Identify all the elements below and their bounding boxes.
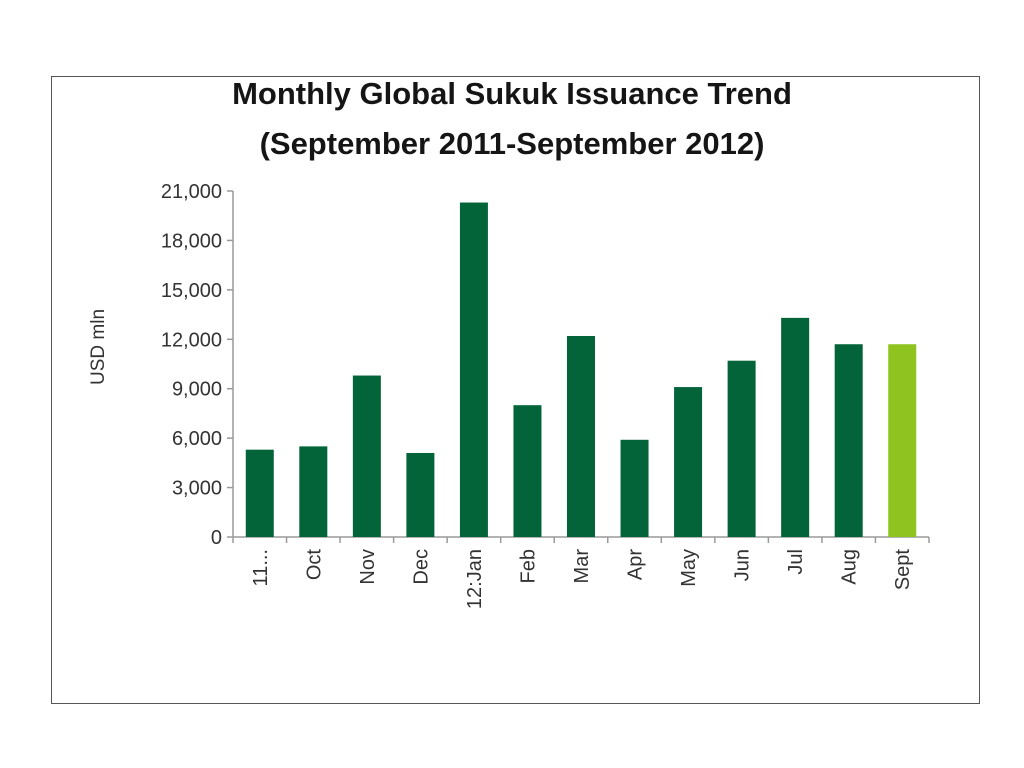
bar-nov bbox=[352, 375, 381, 537]
y-tick-label: 6,000 bbox=[172, 428, 222, 450]
bar-dec bbox=[406, 452, 435, 537]
bars bbox=[245, 202, 917, 538]
y-tick-label: 12,000 bbox=[161, 329, 222, 351]
bar-oct bbox=[299, 446, 328, 537]
y-axis-label: USD mln bbox=[88, 309, 109, 385]
x-tick-label: Oct bbox=[303, 549, 325, 581]
chart-frame bbox=[51, 76, 980, 704]
bar-feb bbox=[513, 405, 542, 537]
bar-mar bbox=[567, 335, 595, 537]
x-tick-label: Feb bbox=[517, 549, 539, 583]
x-tick-label: Jun bbox=[732, 549, 754, 581]
bar-jul bbox=[781, 317, 810, 537]
y-tick-label: 15,000 bbox=[161, 280, 222, 302]
bar-apr bbox=[620, 439, 649, 537]
x-tick-label: Nov bbox=[357, 549, 379, 585]
y-tick-label: 0 bbox=[211, 527, 222, 549]
y-tick-label: 9,000 bbox=[172, 379, 222, 401]
x-tick-label: Mar bbox=[571, 549, 593, 584]
x-tick-label: Dec bbox=[410, 549, 432, 585]
y-tick-label: 3,000 bbox=[172, 478, 222, 500]
bar-sept bbox=[888, 344, 917, 537]
y-axis: 0 3,000 6,000 9,000 12,000 15,000 18,000 21,000 bbox=[161, 181, 234, 549]
x-tick-label: 11... bbox=[250, 549, 272, 586]
x-tick-label: 12:Jan bbox=[464, 549, 486, 609]
x-tick-label: May bbox=[678, 549, 700, 587]
bar-jun bbox=[727, 360, 756, 537]
bar-11 bbox=[245, 449, 274, 537]
y-tick-label: 18,000 bbox=[161, 230, 222, 252]
x-tick-label: Aug bbox=[839, 549, 861, 585]
y-tick-label: 21,000 bbox=[161, 181, 222, 203]
chart-subtitle: (September 2011-September 2012) bbox=[259, 126, 765, 161]
bar-aug bbox=[834, 344, 863, 537]
bar-12-jan bbox=[459, 202, 488, 538]
x-axis: 11... Oct Nov Dec 12:Jan Feb Mar Apr May Jun Jul Au… bbox=[232, 536, 930, 609]
chart-title: Monthly Global Sukuk Issuance Trend bbox=[232, 76, 792, 111]
x-tick-label: Sept bbox=[892, 549, 914, 591]
x-tick-label: Apr bbox=[625, 549, 647, 580]
bar-may bbox=[674, 387, 703, 537]
x-tick-label: Jul bbox=[785, 549, 807, 575]
